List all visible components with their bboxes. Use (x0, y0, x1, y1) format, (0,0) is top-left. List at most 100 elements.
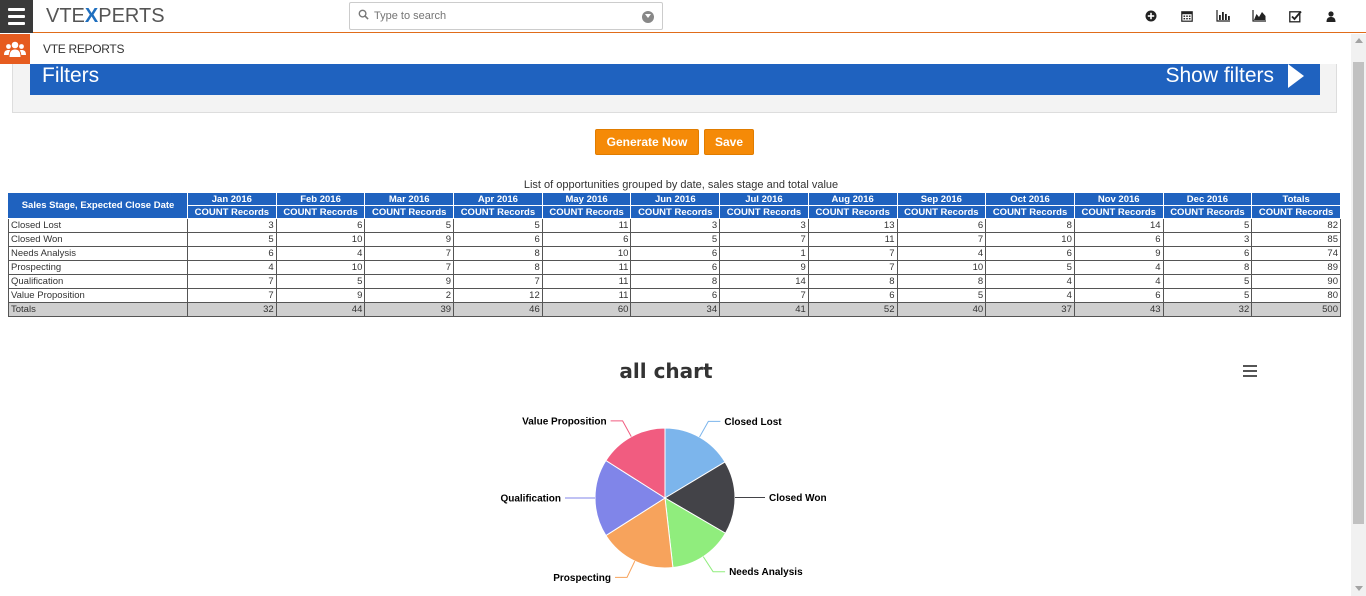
logo[interactable]: VTEXPERTS (46, 5, 165, 27)
search-input[interactable] (374, 7, 634, 25)
filter-bar[interactable]: Filters Show filters (30, 64, 1320, 95)
pie-connector (610, 420, 632, 437)
column-subheader: COUNT Records (630, 205, 721, 219)
table-cell: 9 (719, 260, 809, 275)
save-button[interactable]: Save (704, 129, 754, 155)
pie-data-label: Closed Lost (724, 417, 782, 428)
pie-connector (615, 560, 636, 578)
table-cell: 8 (985, 218, 1075, 233)
table-cell: 11 (541, 274, 632, 289)
table-cell: 43 (1073, 302, 1164, 317)
table-row: Prospecting 4 10 7 8 11 6 9 7 10 5 4 8 89 (8, 260, 1341, 275)
chart-menu-icon[interactable] (1243, 365, 1257, 377)
column-header: Dec 2016 (1162, 192, 1253, 206)
table-cell: 3 (1162, 232, 1253, 247)
pie-data-label: Value Proposition (522, 416, 606, 427)
column-subheader: COUNT Records (896, 205, 987, 219)
table-cell: 7 (187, 274, 277, 289)
table-cell: 10 (896, 260, 987, 275)
search-box[interactable] (349, 2, 663, 30)
table-cell: 8 (807, 274, 898, 289)
table-cell: 85 (1251, 232, 1341, 247)
scroll-thumb[interactable] (1353, 62, 1364, 524)
pie-slice[interactable] (664, 461, 736, 534)
table-cell: 6 (453, 232, 543, 247)
table-cell: 9 (275, 288, 366, 303)
table-cell: 1 (719, 246, 809, 261)
pie-chart: Closed Lost Closed Won Needs Analysis Prosp… (500, 416, 826, 584)
pie-connector (702, 556, 726, 573)
table-cell: 90 (1251, 274, 1341, 289)
column-header: Aug 2016 (807, 192, 898, 206)
users-group-icon[interactable] (0, 34, 30, 64)
table-cell: 4 (896, 246, 987, 261)
column-subheader: COUNT Records (807, 205, 898, 219)
table-cell: 7 (807, 246, 898, 261)
table-cell: 34 (630, 302, 721, 317)
table-cell: 4 (1073, 260, 1164, 275)
table-row: Closed Lost 3 6 5 5 11 3 3 13 6 8 14 5 82 (8, 218, 1341, 233)
top-bar: VTEXPERTS (0, 0, 1366, 33)
module-bar: VTE REPORTS (0, 34, 1352, 64)
column-subheader: COUNT Records (275, 205, 366, 219)
calendar-icon[interactable] (1178, 8, 1196, 24)
table-cell: 74 (1251, 246, 1341, 261)
column-header: Feb 2016 (275, 192, 366, 206)
pie-slice[interactable] (664, 427, 726, 499)
checkbox-icon[interactable] (1286, 8, 1304, 24)
vertical-scrollbar[interactable] (1351, 34, 1366, 596)
table-cell: 11 (807, 232, 898, 247)
generate-now-button[interactable]: Generate Now (595, 129, 699, 155)
search-dropdown-icon[interactable] (642, 11, 654, 23)
table-cell: 5 (1162, 288, 1253, 303)
table-cell: 6 (630, 260, 721, 275)
table-cell: 3 (630, 218, 721, 233)
table-cell: 500 (1251, 302, 1341, 317)
table-header-row: Sales Stage, Expected Close Date Jan 201… (8, 192, 1341, 219)
table-cell: 6 (187, 246, 277, 261)
table-cell: 10 (275, 232, 366, 247)
area-chart-icon[interactable] (1250, 8, 1268, 24)
table-cell: 5 (985, 260, 1075, 275)
row-label: Totals (8, 302, 188, 317)
show-filters-link[interactable]: Show filters (1165, 64, 1274, 87)
expand-arrow-icon[interactable] (1288, 64, 1304, 88)
table-caption: List of opportunities grouped by date, s… (523, 179, 839, 191)
filter-panel: Filters Show filters (12, 64, 1337, 113)
table-cell: 14 (719, 274, 809, 289)
report-table: Sales Stage, Expected Close Date Jan 201… (8, 192, 1341, 317)
pie-slice[interactable] (605, 427, 666, 499)
row-label: Qualification (8, 274, 188, 289)
table-cell: 7 (187, 288, 277, 303)
plus-circle-icon[interactable] (1142, 8, 1160, 24)
table-cell: 10 (541, 246, 632, 261)
row-label: Closed Won (8, 232, 188, 247)
table-cell: 5 (896, 288, 987, 303)
table-row: Qualification 7 5 9 7 11 8 14 8 8 4 4 5 90 (8, 274, 1341, 289)
column-header: May 2016 (541, 192, 632, 206)
user-icon[interactable] (1322, 8, 1340, 24)
table-cell: 3 (187, 218, 277, 233)
table-cell: 32 (187, 302, 277, 317)
table-cell: 10 (275, 260, 366, 275)
row-label: Prospecting (8, 260, 188, 275)
column-header: Jun 2016 (630, 192, 721, 206)
filters-title: Filters (42, 64, 100, 87)
hamburger-menu-icon[interactable] (0, 0, 33, 33)
table-cell: 8 (453, 246, 543, 261)
table-cell: 4 (1073, 274, 1164, 289)
row-label: Value Proposition (8, 288, 188, 303)
table-cell: 7 (807, 260, 898, 275)
scroll-up-arrow-icon[interactable] (1355, 38, 1363, 43)
scroll-down-arrow-icon[interactable] (1355, 586, 1363, 591)
table-cell: 9 (1073, 246, 1164, 261)
table-cell: 4 (275, 246, 366, 261)
pie-data-label: Prospecting (553, 573, 611, 584)
table-cell: 11 (541, 218, 632, 233)
bar-chart-icon[interactable] (1214, 8, 1232, 24)
table-cell: 40 (896, 302, 987, 317)
table-cell: 7 (719, 232, 809, 247)
table-cell: 52 (807, 302, 898, 317)
module-title[interactable]: VTE REPORTS (43, 42, 125, 56)
table-cell: 5 (630, 232, 721, 247)
